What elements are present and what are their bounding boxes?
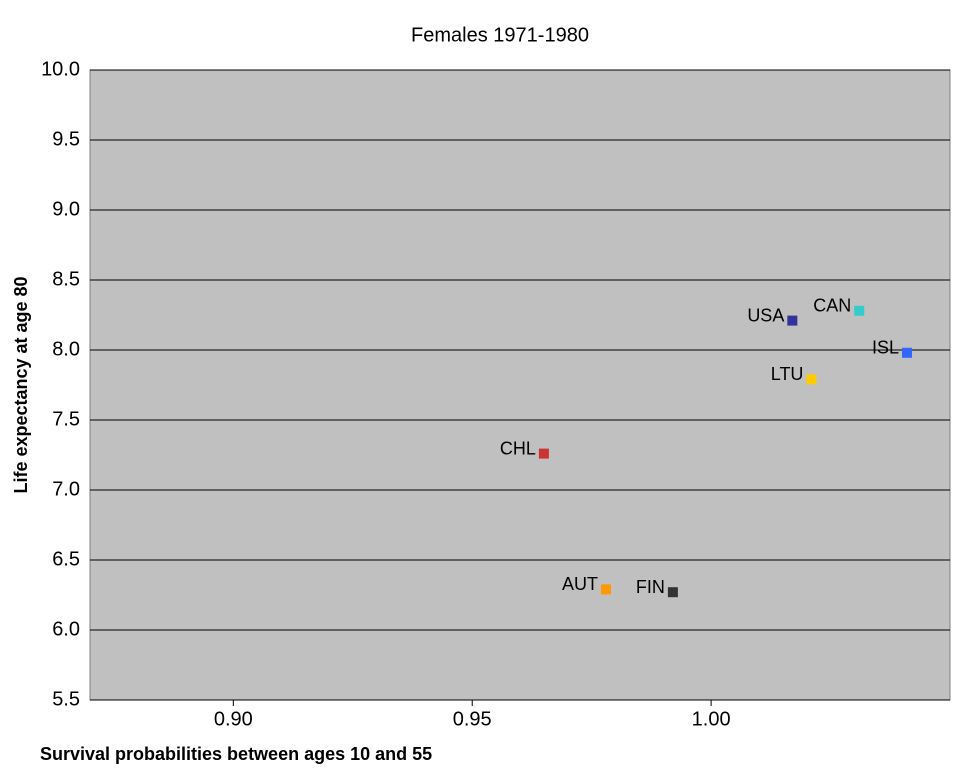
y-tick-label: 7.5 (52, 408, 80, 430)
y-tick-label: 7.0 (52, 478, 80, 500)
point-label: CAN (813, 296, 851, 316)
point-label: LTU (771, 364, 804, 384)
x-tick-label: 1.00 (692, 708, 731, 730)
y-tick-label: 9.0 (52, 198, 80, 220)
point (538, 448, 549, 459)
plot-area (89, 69, 951, 701)
y-tick-label: 8.5 (52, 268, 80, 290)
point (787, 315, 798, 326)
point (667, 587, 678, 598)
point-label: FIN (636, 577, 665, 597)
y-tick-label: 10.0 (41, 58, 80, 80)
point (601, 584, 611, 595)
point-label: ISL (872, 338, 899, 358)
y-axis-label: Life expectancy at age 80 (11, 276, 31, 493)
point-label: USA (747, 305, 784, 325)
y-tick-label: 5.5 (52, 688, 80, 710)
point (806, 374, 817, 385)
x-tick-label: 0.95 (453, 708, 492, 730)
y-tick-label: 8.0 (52, 338, 80, 360)
point-label: CHL (500, 438, 536, 458)
y-tick-label: 6.0 (52, 618, 80, 640)
x-tick-label: 0.90 (214, 708, 253, 730)
point (854, 305, 865, 316)
chart-title: Females 1971-1980 (411, 24, 589, 46)
y-tick-label: 9.5 (52, 128, 80, 150)
point (902, 347, 912, 358)
x-axis-label: Survival probabilities between ages 10 a… (40, 744, 432, 764)
y-tick-label: 6.5 (52, 548, 80, 570)
point-label: AUT (562, 574, 598, 594)
